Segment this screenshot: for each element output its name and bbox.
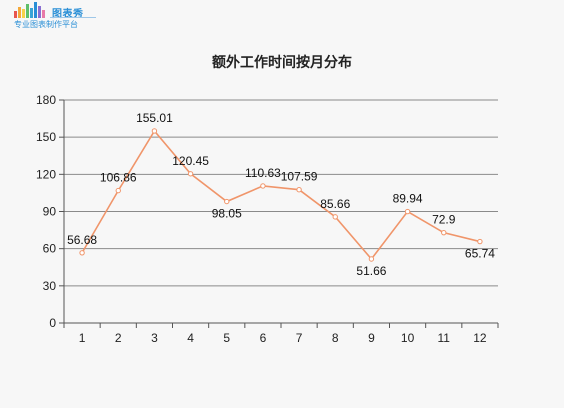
x-tick-label: 1 — [79, 331, 86, 345]
x-tick-label: 7 — [296, 331, 303, 345]
data-point — [296, 187, 302, 193]
chart-title: 额外工作时间按月分布 — [212, 55, 352, 71]
y-tick-label: 90 — [43, 205, 57, 219]
data-point — [332, 214, 338, 220]
y-tick-label: 150 — [36, 130, 56, 144]
logo-bar — [14, 11, 17, 18]
logo-bar — [26, 4, 29, 18]
data-label: 85.66 — [320, 197, 350, 211]
y-tick-label: 120 — [36, 167, 56, 181]
data-point — [260, 183, 266, 189]
data-label: 120.45 — [172, 154, 209, 168]
x-tick-label: 2 — [115, 331, 122, 345]
series — [79, 128, 483, 262]
data-point — [79, 250, 85, 256]
data-point — [224, 198, 230, 205]
logo-bar — [42, 10, 45, 18]
data-label: 155.01 — [136, 111, 173, 125]
data-point — [404, 208, 411, 215]
data-point — [477, 238, 483, 245]
x-tick-label: 9 — [368, 331, 375, 345]
data-label: 106.86 — [100, 171, 137, 185]
x-tick-label: 5 — [223, 331, 230, 345]
logo-bar — [22, 9, 25, 18]
data-label: 107.59 — [281, 170, 318, 184]
logo-bar — [30, 8, 33, 18]
data-label: 51.66 — [356, 264, 386, 278]
y-tick-label: 60 — [43, 242, 57, 256]
data-label: 110.63 — [245, 166, 281, 180]
data-point — [115, 187, 121, 194]
data-point — [151, 128, 158, 134]
data-label: 56.68 — [67, 233, 97, 247]
x-tick-label: 4 — [187, 331, 194, 345]
logo-name: 图表秀 — [52, 9, 84, 20]
data-point — [368, 256, 375, 262]
x-tick-label: 3 — [151, 331, 158, 345]
data-labels: 56.68 106.86 155.01 120.45 98.05 110.63 107.59… — [67, 111, 495, 278]
logo-divider — [50, 17, 96, 18]
x-tick-label: 8 — [332, 331, 339, 345]
x-tick-label: 10 — [401, 331, 415, 345]
y-tick-label: 30 — [43, 279, 57, 293]
logo-bars-icon — [14, 2, 45, 18]
data-point — [187, 171, 194, 177]
app-logo: 图表秀 专业图表制作平台 — [14, 2, 98, 30]
data-label: 72.9 — [432, 213, 456, 227]
logo-bar — [18, 7, 21, 18]
logo-bar — [34, 2, 37, 18]
x-tick-label: 6 — [260, 331, 267, 345]
data-label: 98.05 — [212, 207, 242, 221]
data-label: 65.74 — [465, 247, 495, 261]
logo-bar — [38, 6, 41, 18]
y-tick-label: 180 — [36, 93, 56, 107]
data-label: 89.94 — [393, 192, 423, 206]
y-tick-label: 0 — [49, 316, 56, 330]
x-tick-label: 12 — [473, 331, 487, 345]
logo-tagline: 专业图表制作平台 — [14, 20, 78, 29]
gridlines — [64, 99, 498, 287]
series-line — [81, 129, 481, 261]
x-tick-label: 11 — [438, 331, 451, 345]
data-point — [441, 229, 447, 236]
